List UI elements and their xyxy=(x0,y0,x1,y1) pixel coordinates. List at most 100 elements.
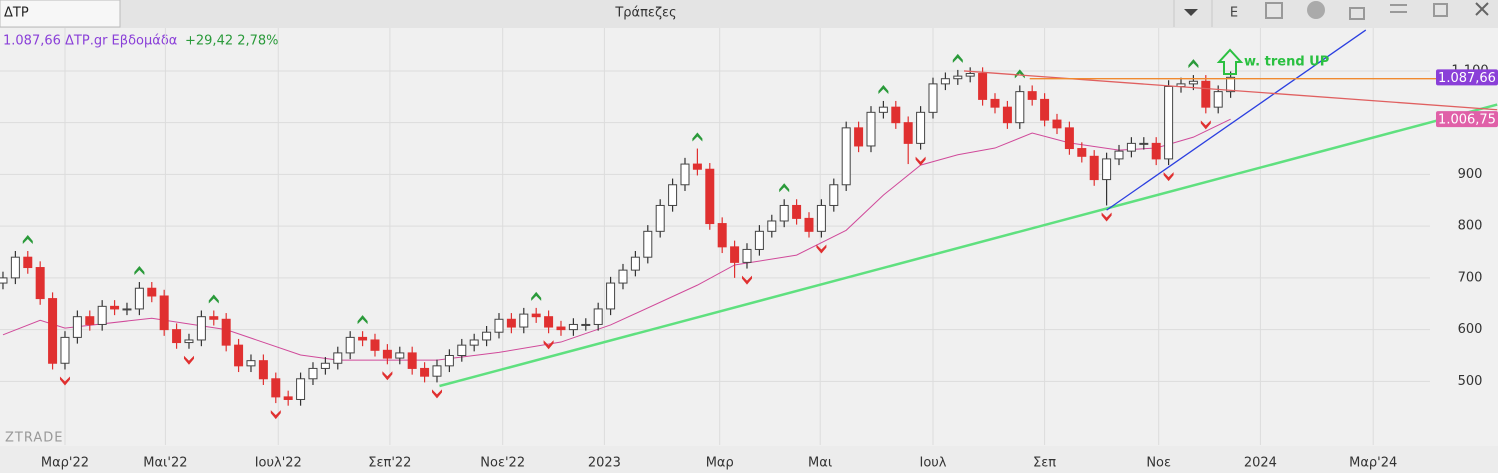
moving-average xyxy=(2,118,1231,361)
candle-body xyxy=(891,106,901,124)
candle-body xyxy=(779,204,789,222)
candle-body xyxy=(395,352,405,359)
x-tick-label: Ιουλ xyxy=(919,456,946,471)
panel-title: Τράπεζες xyxy=(614,6,676,21)
x-tick-label: 2024 xyxy=(1244,456,1277,471)
x-tick-label: 2023 xyxy=(588,456,621,471)
candle-body xyxy=(1052,119,1062,129)
candle-body xyxy=(680,163,690,186)
comment-icon[interactable] xyxy=(1307,1,1325,19)
candle-body xyxy=(23,256,33,269)
signal-down xyxy=(543,340,554,350)
candle-body xyxy=(792,204,802,219)
candle-body xyxy=(85,316,95,325)
signal-up xyxy=(692,132,703,142)
signal-up xyxy=(22,234,33,244)
price-label-box xyxy=(1436,111,1498,128)
y-tick-label: 800 xyxy=(1458,219,1483,234)
candle-body xyxy=(568,323,578,331)
signal-down xyxy=(183,355,194,365)
candle-body xyxy=(866,111,876,147)
x-tick-label: Μαρ xyxy=(706,456,734,471)
candle-body xyxy=(122,308,132,311)
y-tick-label: 900 xyxy=(1458,167,1483,182)
change: +29,42 2,78% xyxy=(185,34,279,49)
annotation: w. trend UP xyxy=(1244,55,1329,70)
candle-body xyxy=(730,246,740,263)
menu-button[interactable]: E xyxy=(1230,6,1238,21)
candle-body xyxy=(172,329,182,344)
candle-body xyxy=(767,220,777,232)
candle-body xyxy=(283,396,293,400)
x-tick-label: Μαι'22 xyxy=(143,456,187,471)
candle-body xyxy=(804,217,814,232)
candle-body xyxy=(457,344,467,356)
y-tick-label: 500 xyxy=(1458,374,1483,389)
signal-down xyxy=(816,244,827,254)
close-icon[interactable] xyxy=(1475,2,1489,16)
layout-icon[interactable] xyxy=(1265,2,1283,19)
candle-body xyxy=(643,230,653,258)
symbol: ΔΤΡ xyxy=(4,6,29,21)
candle-body xyxy=(593,308,603,325)
candle-body xyxy=(296,378,306,400)
signal-up xyxy=(531,291,542,301)
dropdown-icon[interactable] xyxy=(1184,9,1198,16)
candle-body xyxy=(1015,91,1025,124)
signal-down xyxy=(59,376,70,386)
candle-body xyxy=(1102,158,1112,181)
window-icon[interactable] xyxy=(1433,3,1448,17)
signal-down xyxy=(270,410,281,420)
candle-body xyxy=(928,83,938,113)
candle-body xyxy=(358,336,368,341)
candle-body xyxy=(320,362,330,369)
candle-body xyxy=(1114,150,1124,160)
candle-body xyxy=(841,127,851,186)
candle-body xyxy=(878,106,888,113)
x-tick-label: Σεπ xyxy=(1033,456,1056,471)
candle-body xyxy=(531,313,541,318)
candle-body xyxy=(1164,85,1174,160)
candle-body xyxy=(159,295,169,331)
watermark: ZTRADE xyxy=(5,431,63,446)
candle-body xyxy=(147,287,157,297)
candle-body xyxy=(854,127,864,147)
candle-body xyxy=(97,305,107,325)
candle-body xyxy=(333,352,343,364)
x-axis-bar xyxy=(0,446,1498,473)
menu-icon[interactable] xyxy=(1390,4,1407,13)
candle-body xyxy=(1064,127,1074,150)
candle-body xyxy=(1139,142,1149,145)
lock-icon[interactable] xyxy=(1349,7,1365,20)
signal-up xyxy=(779,183,790,193)
y-tick-label: 700 xyxy=(1458,270,1483,285)
candle-body xyxy=(48,298,58,364)
candle-body xyxy=(978,73,988,100)
candle-body xyxy=(903,122,913,144)
header-bar xyxy=(0,0,1498,28)
annotation-arrow xyxy=(1216,48,1244,75)
candle-body xyxy=(35,267,45,300)
y-tick-label: 600 xyxy=(1458,322,1483,337)
candle-body xyxy=(10,256,20,279)
candle-body xyxy=(246,360,256,367)
x-tick-label: Νοε xyxy=(1146,456,1171,471)
candle-body xyxy=(1188,80,1198,85)
candle-body xyxy=(953,75,963,80)
signal-down xyxy=(915,156,926,166)
symbol-tab[interactable] xyxy=(0,0,121,28)
candle-body xyxy=(1077,148,1087,157)
candle-body xyxy=(1040,98,1050,121)
x-tick-label: Μαι xyxy=(808,456,832,471)
signal-up xyxy=(952,53,963,63)
signal-up xyxy=(1014,69,1025,79)
candle-body xyxy=(271,378,281,398)
candle-body xyxy=(72,316,82,338)
candle-body xyxy=(420,367,430,377)
candle-body xyxy=(382,349,392,359)
trend-line xyxy=(1106,29,1367,211)
candle-body xyxy=(630,256,640,271)
candle-body xyxy=(965,73,975,77)
candle-body xyxy=(754,230,764,250)
candle-body xyxy=(544,316,554,328)
